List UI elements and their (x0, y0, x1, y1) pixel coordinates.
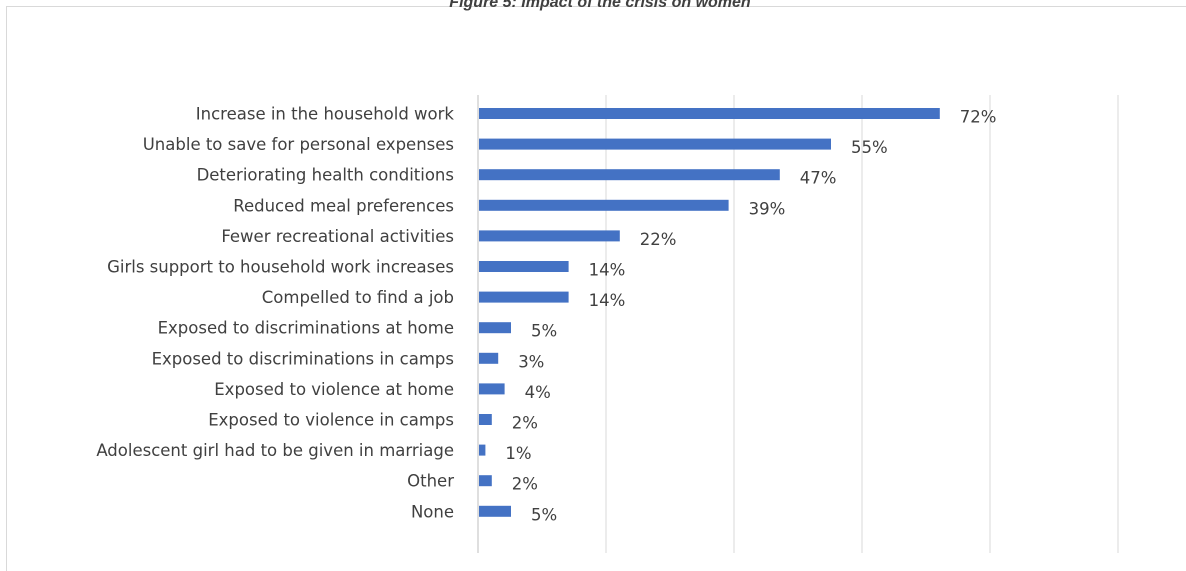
bar (479, 230, 620, 242)
category-label: Compelled to find a job (262, 288, 454, 307)
data-label: 1% (505, 444, 531, 463)
bar (479, 414, 492, 425)
bar (479, 352, 499, 364)
category-label: Increase in the household work (196, 105, 455, 124)
chart-area: Figure 5: Impact of the crisis on women (6, 0, 1186, 571)
category-label: Exposed to violence in camps (208, 411, 454, 430)
data-label: 5% (531, 505, 557, 524)
data-label: 39% (749, 199, 786, 218)
bar (479, 475, 492, 487)
bar (479, 261, 569, 272)
bar (479, 138, 831, 150)
category-label: Exposed to discriminations in camps (152, 349, 454, 368)
category-label: Reduced meal preferences (233, 196, 454, 215)
category-label: None (411, 502, 454, 521)
data-label: 14% (589, 291, 626, 310)
data-label: 2% (512, 475, 538, 494)
bar (479, 383, 505, 395)
data-label: 72% (960, 108, 997, 127)
bars (479, 108, 940, 517)
category-label: Girls support to household work increase… (107, 258, 454, 277)
data-label: 14% (589, 261, 626, 280)
bar (479, 291, 569, 303)
gridlines (477, 95, 1119, 553)
data-label: 22% (640, 230, 677, 249)
category-label: Fewer recreational activities (221, 227, 454, 246)
bar (479, 108, 940, 119)
bar (479, 199, 729, 211)
bar (479, 322, 511, 334)
chart-title: Figure 5: Impact of the crisis on women (449, 0, 751, 11)
category-labels: Increase in the household work Unable to… (96, 105, 454, 522)
bar (479, 169, 780, 181)
bar (479, 444, 486, 456)
data-label: 2% (512, 414, 538, 433)
data-label: 3% (518, 352, 544, 371)
category-label: Adolescent girl had to be given in marri… (96, 441, 454, 460)
data-label: 4% (525, 383, 551, 402)
data-label: 55% (851, 138, 888, 157)
value-labels: 72% 55% 47% 39% 22% 14% 14% 5% 3% 4% 2% 1% 2% 5% (505, 108, 996, 525)
category-label: Other (407, 472, 454, 491)
category-label: Unable to save for personal expenses (143, 135, 454, 154)
data-label: 47% (800, 169, 837, 188)
bar (479, 505, 511, 517)
category-label: Exposed to discriminations at home (158, 319, 454, 338)
data-label: 5% (531, 322, 557, 341)
category-label: Exposed to violence at home (214, 380, 454, 399)
category-label: Deteriorating health conditions (197, 166, 454, 185)
